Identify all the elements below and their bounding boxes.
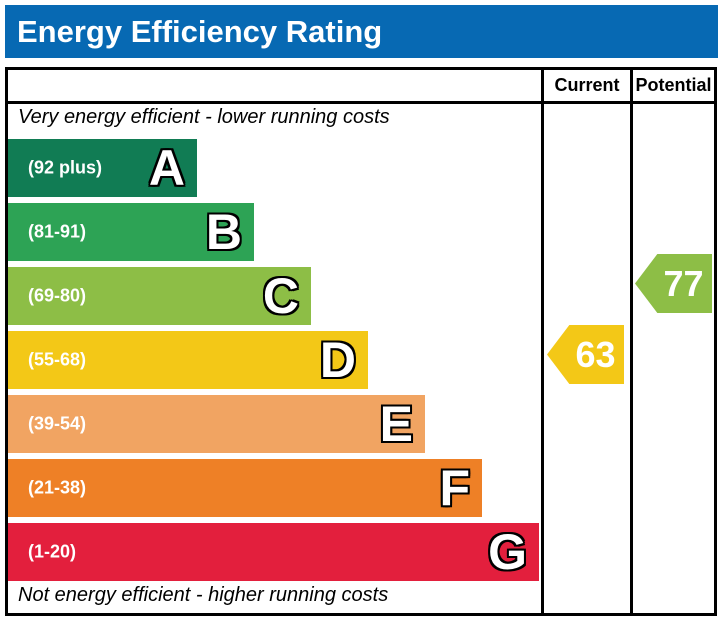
band-row-f: (21-38) F <box>8 459 482 517</box>
header-potential-label: Potential <box>635 75 712 95</box>
band-row-d: (55-68) D <box>8 331 368 389</box>
potential-rating-value: 77 <box>663 262 704 304</box>
band-range-label: (81-91) <box>28 221 87 242</box>
band-row-e: (39-54) E <box>8 395 425 453</box>
band-row-c: (69-80) C <box>8 267 311 325</box>
band-row-g: (1-20) G <box>8 523 539 581</box>
top-note: Very energy efficient - lower running co… <box>18 106 390 128</box>
column-divider-potential <box>630 70 633 613</box>
band-row-a: (92 plus) A <box>8 139 197 197</box>
band-letter: A <box>148 140 185 196</box>
bottom-note: Not energy efficient - higher running co… <box>18 584 389 606</box>
band-letter: E <box>379 396 413 452</box>
rating-table: Current Potential Very energy efficient … <box>5 67 717 616</box>
band-row-b: (81-91) B <box>8 203 254 261</box>
band-range-label: (21-38) <box>28 477 87 498</box>
band-range-label: (69-80) <box>28 285 87 306</box>
band-letter: D <box>319 332 356 388</box>
potential-rating-arrow: 77 <box>635 254 712 313</box>
band-letter: B <box>205 204 242 260</box>
current-rating-value: 63 <box>575 333 616 375</box>
band-range-label: (55-68) <box>28 349 87 370</box>
column-divider-current <box>541 70 544 613</box>
band-letter: G <box>488 524 527 580</box>
header-current-label: Current <box>554 75 620 95</box>
band-letter: C <box>262 268 299 324</box>
current-rating-arrow: 63 <box>547 325 624 384</box>
header-divider-line <box>8 101 714 104</box>
band-range-label: (39-54) <box>28 413 87 434</box>
title-bar: Energy Efficiency Rating <box>5 5 718 58</box>
band-range-label: (92 plus) <box>28 157 103 178</box>
band-range-label: (1-20) <box>28 541 77 562</box>
page-title: Energy Efficiency Rating <box>17 13 383 49</box>
band-letter: F <box>439 460 470 516</box>
